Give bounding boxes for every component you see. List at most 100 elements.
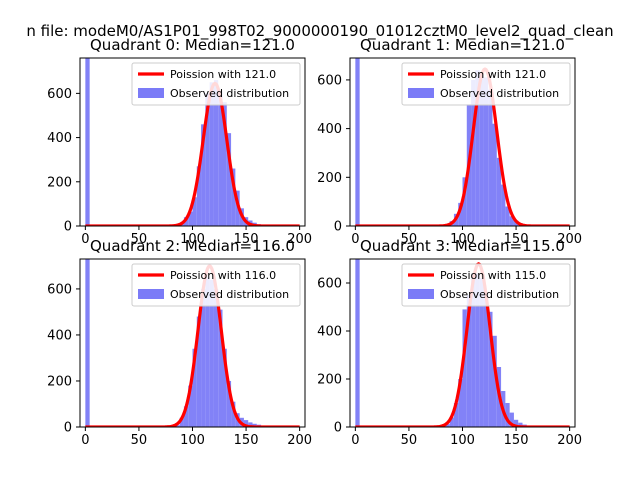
- x-tick-label: 100: [180, 433, 205, 448]
- histogram-bar: [501, 184, 506, 226]
- histogram-bar: [201, 288, 206, 427]
- panel-title: Quadrant 2: Median=116.0: [90, 237, 295, 255]
- histogram-bar: [466, 295, 472, 427]
- histogram-bar: [509, 412, 514, 427]
- legend: Poission with 116.0 Observed distribution: [131, 263, 301, 307]
- histogram-bar: [479, 278, 484, 427]
- histogram-bar: [488, 311, 493, 427]
- x-tick-label: 50: [131, 232, 148, 247]
- chart-panels: 0 50 100 150 200 0 200 400 600 Quadrant 0: Median…: [47, 36, 582, 448]
- histogram-bar: [188, 211, 193, 226]
- x-tick-label: 50: [401, 232, 418, 247]
- x-tick-label: 50: [401, 433, 418, 448]
- y-tick-label: 400: [317, 325, 342, 340]
- legend-hist-swatch: [408, 289, 434, 299]
- legend: Poission with 121.0 Observed distribution: [131, 62, 301, 106]
- histogram-bar: [85, 259, 90, 427]
- y-tick-label: 200: [317, 373, 342, 388]
- histogram-bar: [475, 70, 480, 226]
- panel-title: Quadrant 3: Median=115.0: [360, 237, 565, 255]
- y-tick-label: 0: [64, 421, 72, 436]
- histogram-bar: [505, 206, 510, 226]
- histogram-bar: [175, 425, 180, 427]
- y-tick-label: 600: [317, 73, 342, 88]
- histogram-bar: [505, 403, 510, 427]
- legend-hist-label: Observed distribution: [440, 87, 559, 100]
- legend-hist-label: Observed distribution: [170, 87, 289, 100]
- poisson-fit-line: [354, 262, 571, 427]
- y-tick-label: 600: [47, 87, 72, 102]
- y-tick-label: 600: [317, 277, 342, 292]
- legend-fit-label: Poission with 116.0: [170, 269, 276, 282]
- histogram-bar: [213, 288, 219, 427]
- histogram-bar: [462, 177, 467, 226]
- histogram-bar: [226, 133, 232, 226]
- y-tick-label: 400: [47, 328, 72, 343]
- x-tick-label: 0: [351, 433, 359, 448]
- histogram-bar: [192, 197, 197, 226]
- legend-box: [401, 263, 571, 307]
- histogram-bar: [458, 379, 463, 427]
- chart-panel-0: 0 50 100 150 200 0 200 400 600 Quadrant 0: Median…: [47, 36, 312, 247]
- y-tick-label: 400: [47, 131, 72, 146]
- x-tick-label: 100: [180, 232, 205, 247]
- legend-hist-swatch: [408, 88, 434, 98]
- plot-area: [354, 259, 571, 427]
- histogram-bar: [471, 79, 476, 226]
- y-tick-label: 600: [47, 282, 72, 297]
- y-tick-label: 0: [334, 421, 342, 436]
- histogram-bar: [201, 124, 206, 226]
- panel-title: Quadrant 1: Median=121.0: [360, 36, 565, 54]
- x-tick-label: 100: [450, 232, 475, 247]
- histogram-bar: [209, 279, 214, 427]
- histogram-bar: [475, 273, 480, 427]
- panel-title: Quadrant 0: Median=121.0: [90, 36, 295, 54]
- histogram-bar: [509, 216, 514, 226]
- x-tick-label: 200: [287, 232, 312, 247]
- chart-panel-3: 0 50 100 150 200 0 200 400 600 Quadrant 3: Median…: [317, 237, 582, 448]
- legend-fit-label: Poission with 121.0: [440, 68, 546, 81]
- legend-box: [401, 62, 571, 106]
- histogram-bar: [231, 168, 236, 226]
- plot-area: [84, 259, 301, 427]
- histogram-bar: [483, 292, 489, 427]
- y-tick-label: 0: [64, 220, 72, 235]
- histogram-bar: [188, 385, 193, 427]
- histogram-bar: [226, 380, 232, 427]
- x-tick-label: 150: [504, 433, 529, 448]
- histogram-bar: [192, 348, 197, 427]
- histogram-bar: [449, 417, 454, 427]
- histogram-bar: [196, 316, 202, 427]
- histogram-bar: [492, 123, 497, 226]
- histogram-bar: [483, 77, 489, 226]
- legend: Poission with 121.0 Observed distribution: [401, 62, 571, 106]
- x-tick-label: 150: [234, 232, 259, 247]
- histogram-bar: [218, 309, 223, 427]
- histogram-bar: [85, 58, 90, 226]
- x-tick-label: 0: [351, 232, 359, 247]
- poisson-fit-line: [84, 264, 301, 427]
- y-tick-label: 0: [334, 220, 342, 235]
- x-tick-label: 200: [557, 433, 582, 448]
- chart-panel-2: 0 50 100 150 200 0 200 400 600 Quadrant 2: Median…: [47, 237, 312, 448]
- chart-panel-1: 0 50 100 150 200 0 200 400 600 Quadrant 1: Median…: [317, 36, 582, 247]
- histogram-bar: [518, 422, 523, 427]
- x-tick-label: 200: [557, 232, 582, 247]
- x-tick-label: 50: [131, 433, 148, 448]
- histogram-bar: [196, 166, 202, 226]
- legend-hist-swatch: [138, 289, 164, 299]
- y-tick-label: 200: [47, 374, 72, 389]
- histogram-bar: [222, 102, 227, 226]
- plot-area: [354, 58, 571, 226]
- histogram-bar: [205, 93, 210, 226]
- x-tick-label: 0: [81, 433, 89, 448]
- x-tick-label: 150: [504, 232, 529, 247]
- histogram-bar: [453, 403, 459, 427]
- legend-fit-label: Poission with 115.0: [440, 269, 546, 282]
- legend-hist-swatch: [138, 88, 164, 98]
- histogram-bar: [231, 401, 236, 427]
- histogram-bar: [183, 406, 189, 427]
- x-tick-label: 150: [234, 433, 259, 448]
- legend-hist-label: Observed distribution: [170, 288, 289, 301]
